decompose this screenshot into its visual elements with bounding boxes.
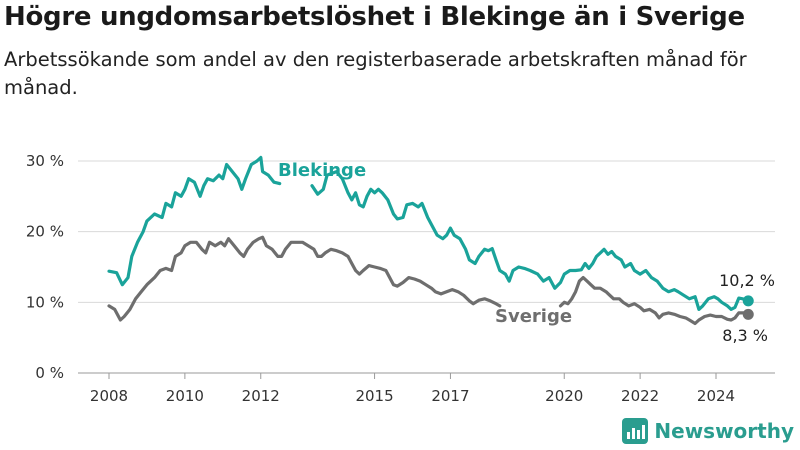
brand: Newsworthy [622,418,794,444]
chart-subtitle: Arbetssökande som andel av den registerb… [4,48,747,99]
y-tick-label: 20 % [26,223,64,241]
y-tick-label: 10 % [26,293,64,311]
series-line-blekinge [107,155,282,287]
newsworthy-logo-icon [622,418,649,444]
x-tick-label: 2010 [166,387,204,405]
series-line-blekinge [310,170,750,311]
end-value-sverige: 8,3 % [722,326,768,345]
end-point-blekinge [742,295,754,307]
x-tick-label: 2020 [545,387,583,405]
series-label-sverige: Sverige [495,306,572,327]
x-tick-label: 2022 [621,387,659,405]
x-tick-label: 2008 [90,387,128,405]
end-point-sverige [742,308,754,320]
end-value-blekinge: 10,2 % [719,271,775,290]
series-line-sverige [558,276,750,326]
series-line-sverige [107,235,502,322]
y-tick-label: 30 % [26,152,64,170]
x-tick-label: 2012 [242,387,280,405]
x-tick-label: 2015 [355,387,393,405]
x-tick-label: 2024 [697,387,735,405]
chart-title: Högre ungdomsarbetslöshet i Blekinge än … [4,2,745,32]
series-label-blekinge: Blekinge [278,160,366,181]
x-tick-label: 2017 [431,387,469,405]
y-tick-label: 0 % [35,364,64,382]
brand-name: Newsworthy [654,419,794,443]
